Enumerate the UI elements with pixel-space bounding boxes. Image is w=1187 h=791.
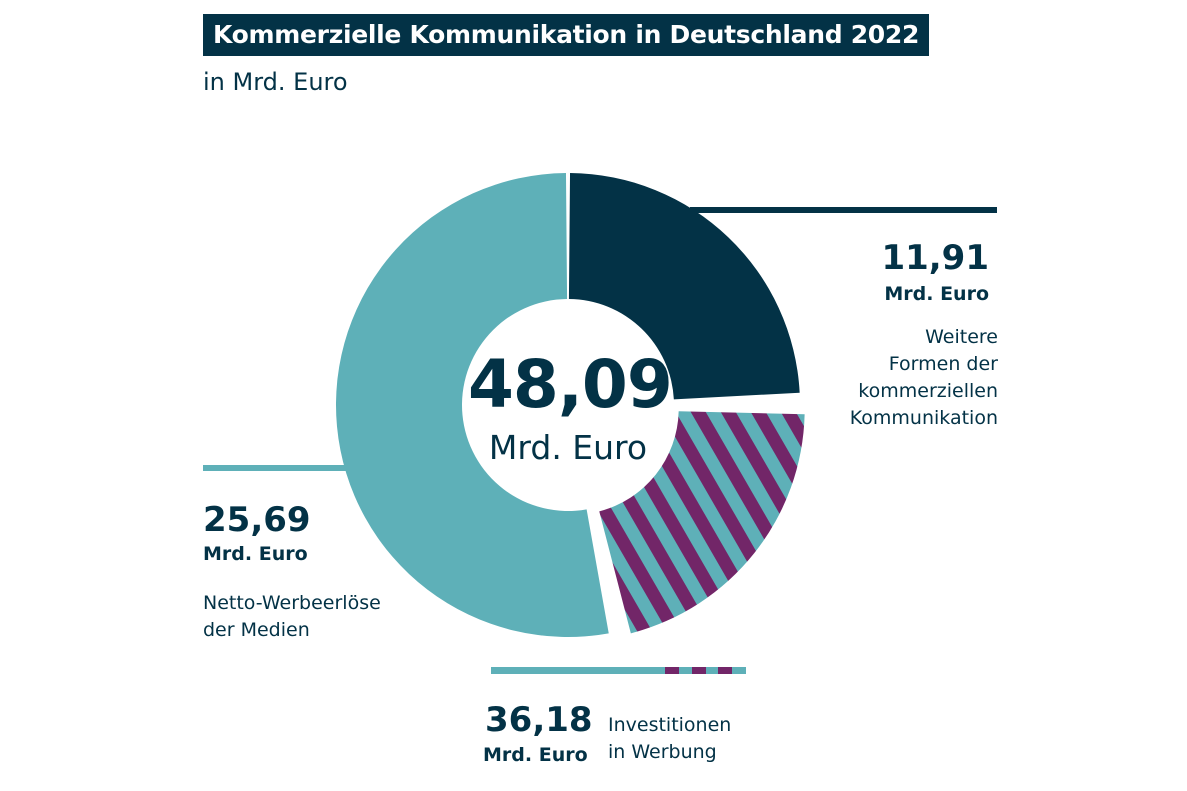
slice-value-netto: 25,69 [203, 500, 311, 540]
chart-subtitle: in Mrd. Euro [203, 68, 348, 96]
group-value: 36,18 [485, 700, 593, 740]
chart-title: Kommerzielle Kommunikation in Deutschlan… [203, 14, 930, 56]
slice-desc-netto: Netto-Werbeerlöse der Medien [203, 590, 381, 644]
leader-line-netto [203, 465, 350, 471]
slice-unit-weitere: Mrd. Euro [884, 283, 989, 305]
total-unit: Mrd. Euro [488, 428, 648, 467]
slice-unit-netto: Mrd. Euro [203, 543, 308, 565]
slice-value-weitere: 11,91 [881, 238, 989, 278]
total-value: 48,09 [468, 346, 673, 423]
desc-line: in Werbung [608, 741, 717, 763]
desc-line: Kommunikation [849, 407, 998, 429]
desc-line: der Medien [203, 619, 310, 641]
desc-line: Investitionen [608, 714, 732, 736]
leader-stripe-mark [718, 667, 732, 674]
slice-netto [335, 173, 609, 637]
group-desc: Investitionen in Werbung [608, 712, 731, 766]
desc-line: Formen der [888, 353, 998, 375]
slice-desc-weitere: Weitere Formen der kommerziellen Kommuni… [850, 324, 998, 432]
leader-stripe-mark [665, 667, 679, 674]
slice-investitionen-differenz [599, 411, 805, 634]
leader-line-weitere [690, 207, 997, 213]
desc-line: Weitere [925, 326, 998, 348]
leader-line-investitionen [491, 667, 746, 674]
desc-line: Netto-Werbeerlöse [203, 592, 381, 614]
desc-line: kommerziellen [858, 380, 998, 402]
slice-weitere [568, 173, 800, 400]
leader-stripe-mark [692, 667, 706, 674]
group-unit: Mrd. Euro [483, 744, 588, 766]
